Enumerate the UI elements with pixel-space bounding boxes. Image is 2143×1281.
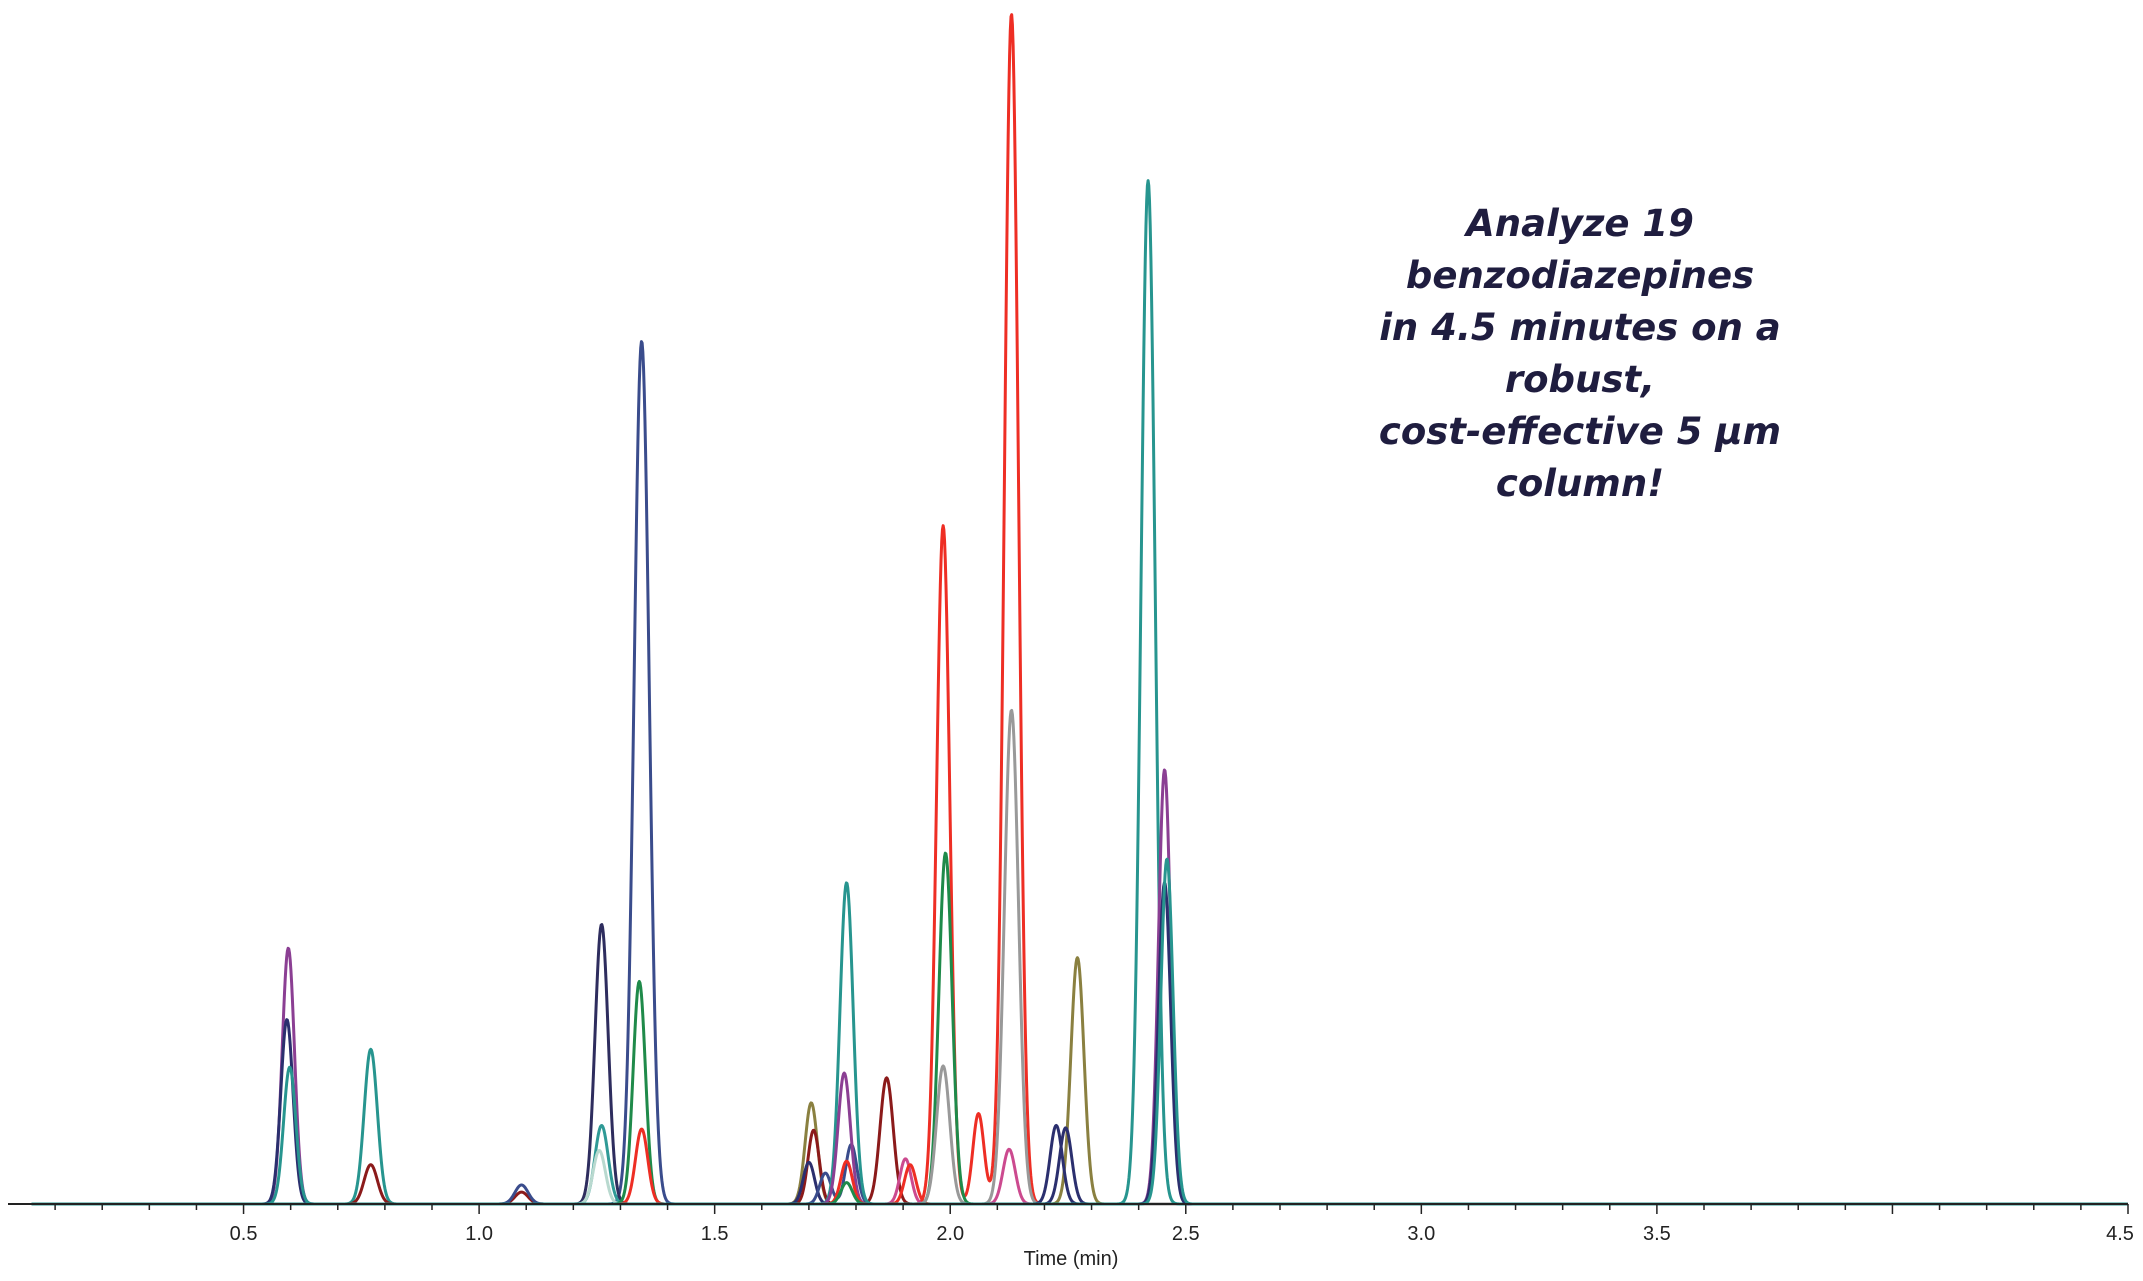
x-tick-label: 3.5 — [1643, 1223, 1671, 1245]
series-line-21 — [30, 708, 2129, 1206]
series-line-24 — [30, 881, 2129, 1206]
x-tick-label: 3.0 — [1407, 1223, 1435, 1245]
annotation-line-2: in 4.5 minutes on a robust, — [1379, 306, 1781, 401]
series-line-3 — [30, 1047, 2129, 1206]
series-line-2 — [30, 1018, 2129, 1206]
series-line-9 — [30, 979, 2129, 1206]
series-line-13 — [30, 1126, 2129, 1206]
series-line-16 — [30, 1071, 2129, 1206]
series-line-25 — [30, 857, 2129, 1206]
series-line-11 — [30, 956, 2129, 1206]
annotation-line-1: Analyze 19 benzodiazepines — [1405, 202, 1755, 297]
x-tick-label: 1.5 — [701, 1223, 729, 1245]
x-tick-label: 2.0 — [936, 1223, 964, 1245]
chart-annotation: Analyze 19 benzodiazepines in 4.5 minute… — [1300, 198, 1860, 510]
series-layer — [30, 13, 2129, 1206]
x-axis-title: Time (min) — [1024, 1248, 1119, 1270]
x-tick-label: 1.0 — [465, 1223, 493, 1245]
series-line-12 — [30, 1076, 2129, 1206]
series-line-18 — [30, 851, 2129, 1206]
series-line-10 — [30, 1127, 2129, 1206]
x-tick-label: 4.5 — [2106, 1223, 2134, 1245]
x-tick-label: 2.5 — [1172, 1223, 1200, 1245]
series-line-7 — [30, 1124, 2129, 1206]
x-axis: 0.5 1.0 1.5 2.0 2.5 3.0 3.5 4.5 — [8, 1203, 2134, 1245]
series-line-17 — [30, 13, 2129, 1206]
series-line-15 — [30, 881, 2129, 1206]
annotation-line-3: cost-effective 5 µm column! — [1378, 410, 1782, 505]
x-tick-label: 0.5 — [230, 1223, 258, 1245]
